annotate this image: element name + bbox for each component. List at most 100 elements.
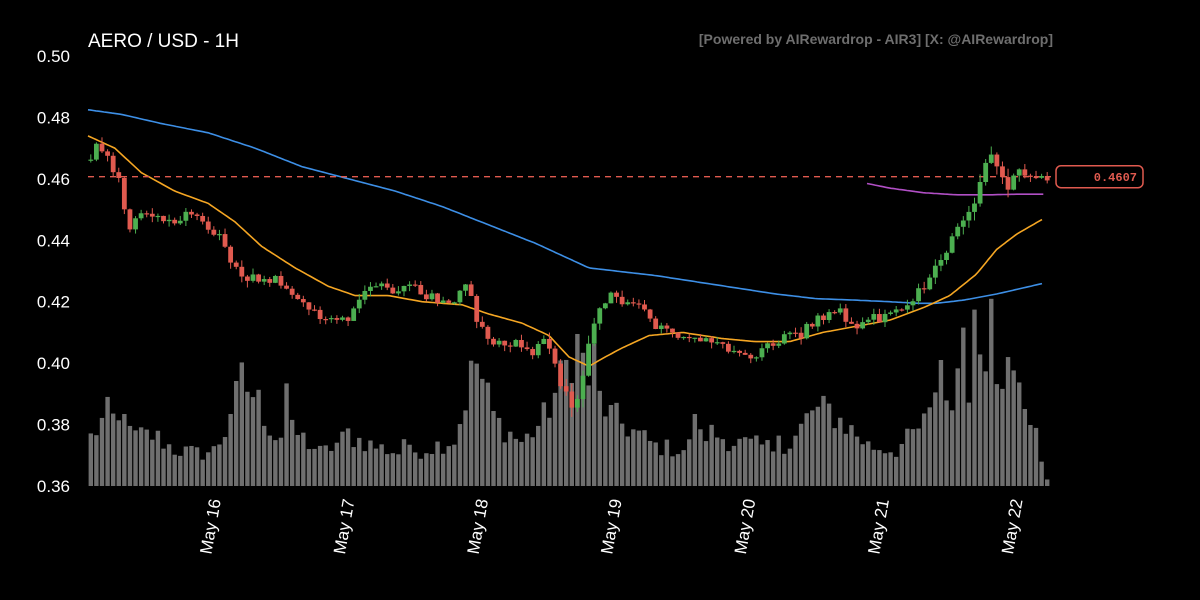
volume-bar xyxy=(793,435,798,486)
volume-bar xyxy=(468,360,474,486)
volume-bar xyxy=(390,453,396,486)
y-tick-label: 0.44 xyxy=(37,231,70,250)
volume-bar xyxy=(401,439,407,486)
candle-body xyxy=(642,304,647,310)
volume-bar xyxy=(552,392,558,486)
volume-bar xyxy=(994,384,1000,486)
candle-body xyxy=(753,357,759,359)
candle-body xyxy=(138,213,144,219)
volume-bar xyxy=(558,360,563,486)
volume-bar xyxy=(530,437,535,486)
volume-bar xyxy=(871,449,877,486)
candle-body xyxy=(614,292,619,297)
candle-body xyxy=(692,337,698,339)
volume-bar xyxy=(435,441,440,486)
candle-body xyxy=(815,315,821,327)
volume-bar xyxy=(189,445,194,486)
volume-bar xyxy=(564,359,569,486)
volume-bar xyxy=(547,417,552,486)
volume-bar xyxy=(172,454,177,486)
candle-body xyxy=(899,309,905,311)
volume-bar xyxy=(949,410,955,486)
candle-body xyxy=(630,302,636,304)
volume-bar xyxy=(664,439,670,486)
volume-bar xyxy=(882,453,888,486)
candle-body xyxy=(535,344,541,356)
candle-body xyxy=(759,348,765,358)
volume-bar xyxy=(977,354,983,486)
current-price-tag: 0.4607 xyxy=(1055,164,1144,189)
candle-body xyxy=(99,143,105,152)
volume-bar xyxy=(715,437,720,486)
volume-bar xyxy=(94,435,99,486)
volume-bar xyxy=(1045,479,1050,486)
candle-body xyxy=(619,296,625,305)
volume-bar xyxy=(502,442,507,486)
y-axis: 0.50 0.48 0.46 0.44 0.42 0.40 0.38 0.36 xyxy=(37,47,70,496)
volume-bar xyxy=(261,425,267,486)
volume-bar xyxy=(1005,357,1011,486)
candle-body xyxy=(776,343,782,346)
candle-body xyxy=(245,276,250,281)
candle-body xyxy=(714,342,720,344)
candle-body xyxy=(474,295,480,322)
price-tag-label: 0.4607 xyxy=(1094,171,1137,185)
candle-body xyxy=(591,323,597,344)
volume-bar xyxy=(256,389,261,486)
volume-bar xyxy=(329,450,334,486)
volume-bar xyxy=(368,440,373,486)
candle-body xyxy=(709,338,715,343)
volume-bar xyxy=(385,454,390,486)
candle-body xyxy=(88,159,94,161)
volume-bar xyxy=(770,451,776,486)
volume-bar xyxy=(357,437,362,486)
volume-bar xyxy=(821,395,826,486)
candle-body xyxy=(809,323,815,327)
candle-body xyxy=(390,287,396,294)
candle-body xyxy=(261,279,267,282)
volume-bar xyxy=(513,438,519,486)
volume-bar xyxy=(787,448,793,486)
volume-bar xyxy=(412,452,418,486)
candle-body xyxy=(552,348,558,364)
candle-body xyxy=(742,352,748,355)
candle-body xyxy=(602,303,608,309)
candle-body xyxy=(854,323,860,329)
candle-body xyxy=(586,343,591,376)
candle-body xyxy=(781,334,787,344)
candle-body xyxy=(821,315,826,320)
volume-bar xyxy=(893,456,899,486)
volume-bar xyxy=(273,440,278,486)
candle-body xyxy=(451,302,457,304)
candle-body xyxy=(703,338,709,342)
candle-body xyxy=(1039,176,1045,178)
candle-body xyxy=(496,340,502,345)
candle-body xyxy=(300,299,306,303)
candlesticks xyxy=(88,137,1050,417)
candle-body xyxy=(183,211,189,221)
candle-body xyxy=(664,325,670,329)
volume-bar xyxy=(955,368,960,486)
volume-bar xyxy=(692,414,698,486)
candle-body xyxy=(558,363,564,387)
candle-body xyxy=(882,313,888,323)
volume-bar xyxy=(860,444,865,486)
volume-bar xyxy=(798,423,804,486)
volume-bar xyxy=(921,413,927,486)
candle-body xyxy=(938,260,944,266)
candle-body xyxy=(379,283,385,287)
volume-bar xyxy=(776,435,781,486)
volume-bar xyxy=(317,445,323,486)
volume-bar xyxy=(474,363,479,486)
volume-bar xyxy=(99,417,105,486)
volume-bar xyxy=(133,430,138,486)
candle-body xyxy=(1022,169,1028,176)
volume-bar xyxy=(826,403,832,486)
volume-bar xyxy=(496,417,502,486)
candle-body xyxy=(289,288,295,295)
candle-body xyxy=(988,154,994,163)
volume-bar xyxy=(312,448,317,486)
y-tick-label: 0.50 xyxy=(37,47,70,66)
volume-bar xyxy=(1000,388,1005,486)
candle-body xyxy=(211,229,217,235)
